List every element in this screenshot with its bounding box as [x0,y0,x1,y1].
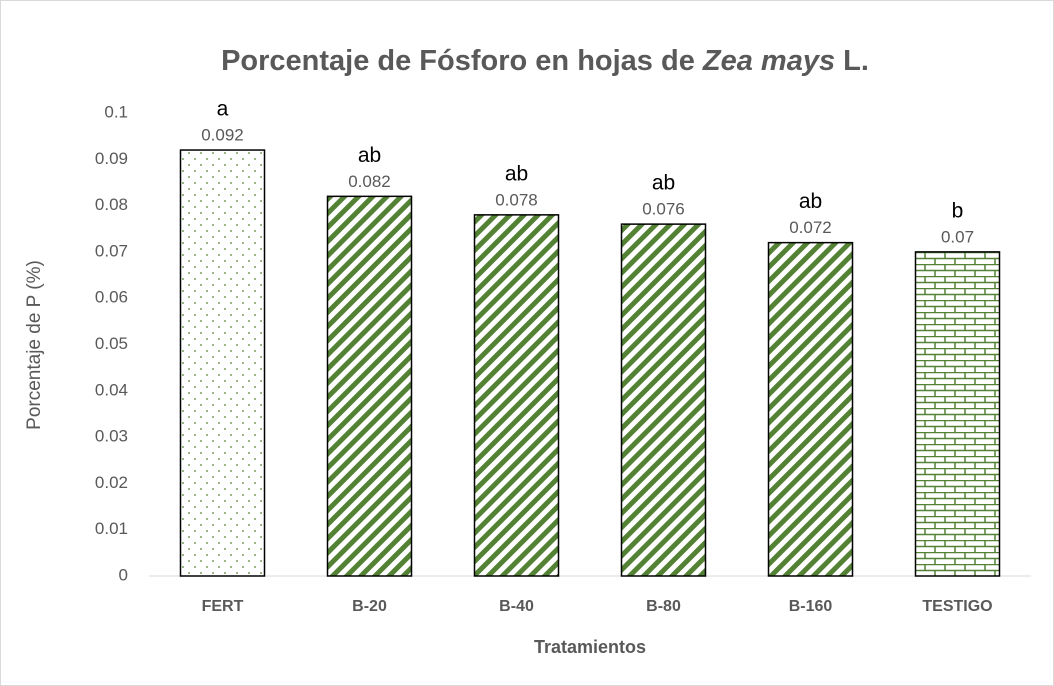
data-label: 0.092 [201,126,244,145]
y-tick-label: 0.08 [95,195,128,214]
annotation: ab [799,190,822,213]
y-tick-label: 0.02 [95,473,128,492]
data-label: 0.07 [941,227,974,246]
annotation: b [952,199,964,222]
data-label: 0.072 [789,218,832,237]
title-part: L. [835,45,869,77]
annotation: ab [358,144,381,167]
x-tick-label: FERT [202,598,244,615]
y-tick-label: 0.01 [95,519,128,538]
x-tick-label: B-40 [499,598,534,615]
y-tick-label: 0.09 [95,149,128,168]
bar [620,223,707,577]
annotation: ab [505,162,528,185]
bar [767,241,854,577]
x-axis-label: Tratamientos [534,637,646,657]
y-tick-label: 0.05 [95,334,128,353]
y-axis-label: Porcentaje de P (%) [24,260,45,430]
x-tick-label: B-20 [352,598,387,615]
bar [914,251,1001,577]
title-part: Porcentaje de Fósforo en hojas de [221,45,703,77]
y-tick-label: 0.07 [95,241,128,260]
annotation: ab [652,172,675,195]
y-tick-label: 0.1 [104,102,128,121]
chart-title: Porcentaje de Fósforo en hojas de Zea ma… [221,45,869,77]
x-tick-label: B-80 [646,598,681,615]
bar [179,149,266,577]
annotation: a [217,98,229,121]
y-tick-label: 0.03 [95,427,128,446]
data-label: 0.082 [348,172,391,191]
title-part: Zea mays [702,45,835,77]
bar [473,214,560,577]
y-tick-label: 0.06 [95,288,128,307]
bar [326,195,413,577]
x-tick-label: B-160 [789,598,833,615]
y-tick-label: 0.04 [95,380,128,399]
y-tick-label: 0 [119,565,128,584]
data-label: 0.078 [495,190,538,209]
data-label: 0.076 [642,200,685,219]
x-tick-label: TESTIGO [922,598,992,615]
